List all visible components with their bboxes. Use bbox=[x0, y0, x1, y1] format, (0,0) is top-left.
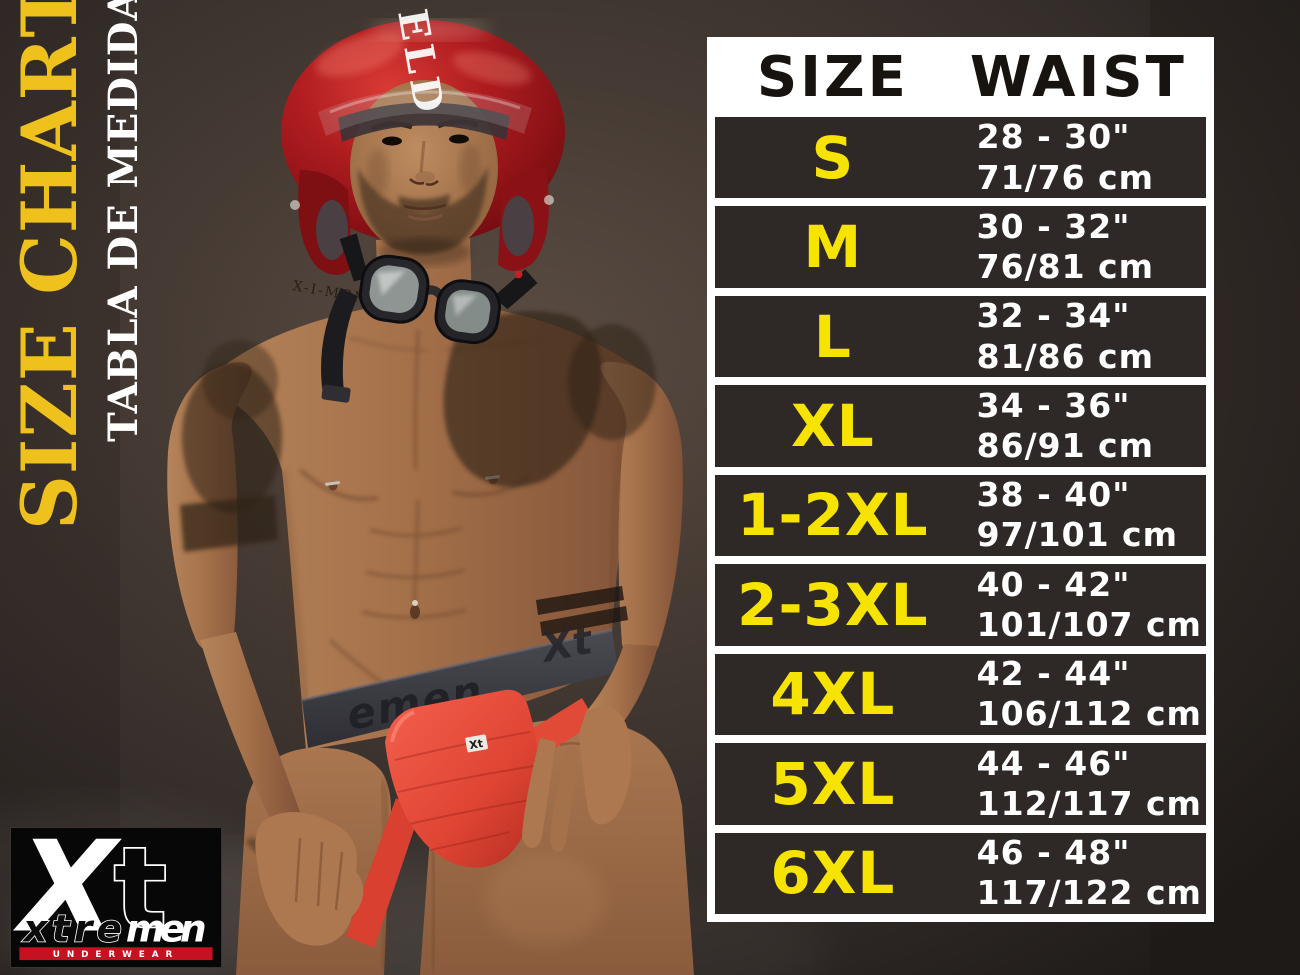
size-label: 5XL bbox=[770, 749, 896, 818]
table-row: XL 34 - 36" 86/91 cm bbox=[715, 385, 1206, 467]
beard bbox=[358, 166, 488, 254]
logo-tagline: UNDERWEAR bbox=[53, 950, 179, 960]
goggles bbox=[321, 233, 538, 403]
table-row: 4XL 42 - 44" 106/112 cm bbox=[715, 653, 1206, 736]
helmet-visor bbox=[318, 88, 532, 136]
size-label: XL bbox=[790, 392, 875, 461]
waist-values: 44 - 46" 112/117 cm bbox=[951, 744, 1206, 825]
model-head: ELD bbox=[281, 6, 565, 275]
logo-brand-solid: men bbox=[126, 906, 207, 950]
waist-values: 46 - 48" 117/122 cm bbox=[951, 833, 1206, 914]
jockstrap-pouch bbox=[385, 689, 539, 868]
navel bbox=[410, 605, 420, 619]
size-table: SIZE WAIST S 28 - 30" 71/76 cm M 30 - 32… bbox=[707, 37, 1214, 922]
waist-values: 34 - 36" 86/91 cm bbox=[951, 386, 1206, 467]
waist-cm: 71/76 cm bbox=[976, 157, 1155, 197]
waist-cm: 81/86 cm bbox=[976, 336, 1155, 376]
waist-inches: 32 - 34" bbox=[976, 296, 1131, 336]
column-header-waist: WAIST bbox=[969, 44, 1187, 110]
finger bbox=[550, 744, 578, 852]
logo-x: X bbox=[12, 828, 122, 961]
size-label: 2-3XL bbox=[737, 570, 929, 639]
svg-text:Xt: Xt bbox=[468, 737, 484, 752]
page-subtitle: TABLA DE MEDIDAS bbox=[100, 0, 147, 442]
waist-cm: 117/122 cm bbox=[976, 873, 1202, 913]
waist-inches: 46 - 48" bbox=[976, 832, 1131, 872]
strap-brand-tag: Xt bbox=[465, 734, 488, 753]
model-left-forearm bbox=[200, 632, 300, 824]
waist-inches: 34 - 36" bbox=[976, 385, 1131, 425]
waist-inches: 40 - 42" bbox=[976, 564, 1131, 604]
xtremen-logo: X t xtre men UNDERWEAR bbox=[10, 827, 222, 968]
waist-cm: 76/81 cm bbox=[976, 247, 1155, 287]
model-right-hand bbox=[578, 706, 632, 825]
model-figure: X-I-MCMXX bbox=[167, 6, 694, 975]
waist-cm: 97/101 cm bbox=[976, 515, 1178, 555]
size-label: 4XL bbox=[770, 660, 896, 729]
waistband-logo-text: Xt bbox=[535, 617, 598, 673]
table-row: S 28 - 30" 71/76 cm bbox=[715, 117, 1206, 199]
waist-cm: 86/91 cm bbox=[976, 426, 1155, 466]
waist-values: 28 - 30" 71/76 cm bbox=[951, 117, 1206, 198]
table-row: M 30 - 32" 76/81 cm bbox=[715, 206, 1206, 288]
size-label: 1-2XL bbox=[737, 481, 929, 550]
page-title: SIZE CHART bbox=[5, 0, 94, 530]
table-row: L 32 - 34" 81/86 cm bbox=[715, 295, 1206, 378]
logo-t: t bbox=[114, 828, 167, 954]
table-row: 1-2XL 38 - 40" 97/101 cm bbox=[715, 474, 1206, 557]
size-label: L bbox=[813, 302, 852, 371]
finger bbox=[522, 738, 556, 848]
waist-values: 42 - 44" 106/112 cm bbox=[951, 654, 1206, 735]
waist-inches: 44 - 46" bbox=[976, 743, 1131, 783]
helmet-brow-pad bbox=[338, 102, 510, 142]
waist-inches: 38 - 40" bbox=[976, 475, 1131, 515]
waist-cm: 112/117 cm bbox=[976, 783, 1202, 823]
waist-cm: 101/107 cm bbox=[976, 604, 1202, 644]
tattoos bbox=[180, 311, 656, 866]
waist-inches: 42 - 44" bbox=[976, 654, 1131, 694]
size-label: 6XL bbox=[770, 839, 896, 908]
waist-inches: 28 - 30" bbox=[976, 117, 1131, 157]
waist-cm: 106/112 cm bbox=[976, 694, 1202, 734]
eye bbox=[382, 136, 402, 146]
table-row: 2-3XL 40 - 42" 101/107 cm bbox=[715, 564, 1206, 646]
navel-piercing bbox=[412, 600, 418, 606]
logo-red-bar bbox=[19, 947, 213, 961]
waist-values: 32 - 34" 81/86 cm bbox=[951, 296, 1206, 377]
column-header-size: SIZE bbox=[756, 44, 909, 110]
model-left-hand bbox=[255, 812, 364, 946]
jockstrap-left-strap bbox=[346, 798, 420, 948]
size-label: M bbox=[803, 213, 863, 282]
waist-values: 40 - 42" 101/107 cm bbox=[951, 565, 1206, 646]
model-right-upper-arm bbox=[600, 361, 683, 660]
waist-values: 38 - 40" 97/101 cm bbox=[951, 475, 1206, 556]
table-row: 6XL 46 - 48" 117/122 cm bbox=[715, 832, 1206, 914]
eye bbox=[449, 134, 469, 144]
waist-inches: 30 - 32" bbox=[976, 206, 1131, 246]
table-row: 5XL 44 - 46" 112/117 cm bbox=[715, 743, 1206, 825]
size-label: S bbox=[811, 123, 855, 192]
waist-values: 30 - 32" 76/81 cm bbox=[951, 207, 1206, 288]
table-header-row: SIZE WAIST bbox=[715, 44, 1206, 110]
